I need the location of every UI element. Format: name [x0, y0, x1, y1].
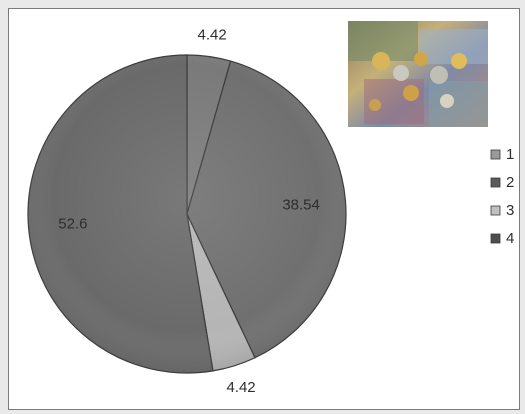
data-label-4: 52.6 [58, 215, 87, 232]
legend-label-1: 1 [506, 146, 514, 163]
data-label-1: 4.42 [197, 26, 226, 43]
chart-frame: 4.42 38.54 4.42 52.6 1 2 3 4 [8, 8, 520, 410]
legend-label-2: 2 [506, 174, 514, 191]
legend-label-3: 3 [506, 202, 514, 219]
legend-swatch-4 [490, 233, 501, 244]
pie-chart: 4.42 38.54 4.42 52.6 1 2 3 4 [27, 21, 514, 396]
pie-slice-4 [27, 54, 214, 374]
data-label-2: 38.54 [282, 197, 320, 214]
pie-data-labels: 4.42 38.54 4.42 52.6 [58, 26, 320, 396]
legend-swatch-1 [490, 149, 501, 160]
legend: 1 2 3 4 [490, 146, 514, 247]
legend-label-4: 4 [506, 230, 514, 247]
pie-slices [27, 54, 347, 374]
money-photo [348, 21, 488, 127]
legend-swatch-3 [490, 205, 501, 216]
data-label-3: 4.42 [226, 379, 255, 396]
legend-swatch-2 [490, 177, 501, 188]
